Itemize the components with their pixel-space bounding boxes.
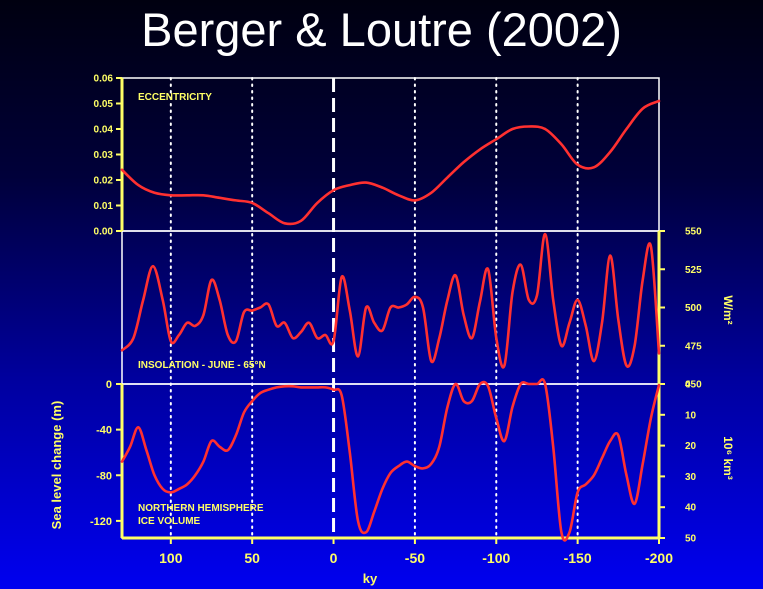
ice-volume-ytick-label: 10: [685, 410, 697, 421]
sea-level-ytick-label: -40: [96, 425, 112, 437]
insolation-ytick-label: 550: [685, 227, 702, 238]
insolation-title: INSOLATION - JUNE - 65°N: [138, 360, 266, 371]
ice-volume-series-line: [120, 378, 661, 542]
insolation-ylabel: W/m²: [721, 295, 735, 324]
eccentricity-ytick-label: 0.06: [94, 74, 114, 85]
ice-volume-ylabel: 10⁶ km³: [721, 436, 735, 480]
sea-level-ytick-label: -120: [90, 516, 112, 528]
ice-volume-ytick-label: 50: [685, 534, 697, 545]
ice-volume-ytick-label: 20: [685, 441, 697, 452]
x-tick-label: -200: [645, 550, 673, 566]
x-tick-label: -50: [405, 550, 425, 566]
insolation-series-line: [120, 232, 661, 369]
eccentricity-ytick-label: 0.03: [94, 150, 114, 161]
x-tick-label: -150: [564, 550, 592, 566]
ice-volume-ytick-label: 40: [685, 503, 697, 514]
eccentricity-ytick-label: 0.04: [94, 125, 114, 136]
eccentricity-series-line: [120, 99, 661, 226]
slide-title: Berger & Loutre (2002): [141, 3, 622, 56]
insolation-ytick-label: 500: [685, 303, 702, 314]
ice-volume-title-line-2: ICE VOLUME: [138, 516, 201, 527]
x-tick-label: 100: [159, 550, 183, 566]
sea-level-ylabel: Sea level change (m): [49, 401, 64, 530]
x-axis-label: ky: [363, 571, 378, 586]
insolation-ytick-label: 450: [685, 380, 702, 391]
ice-volume-ytick-label: 0: [685, 380, 691, 391]
insolation-ytick-label: 475: [685, 341, 702, 352]
sea-level-ytick-label: -80: [96, 470, 112, 482]
eccentricity-ytick-label: 0.01: [94, 201, 114, 212]
eccentricity-ytick-label: 0.05: [94, 99, 114, 110]
ice-volume-title-line-1: NORTHERN HEMISPHERE: [138, 503, 264, 514]
eccentricity-title: ECCENTRICITY: [138, 92, 212, 103]
x-tick-label: -100: [482, 550, 510, 566]
sea-level-ytick-label: 0: [106, 379, 112, 391]
eccentricity-ytick-label: 0.00: [94, 227, 114, 238]
ice-volume-ytick-label: 30: [685, 472, 697, 483]
x-tick-label: 0: [330, 550, 338, 566]
eccentricity-ytick-label: 0.02: [94, 176, 114, 187]
x-tick-label: 50: [244, 550, 260, 566]
insolation-ytick-label: 525: [685, 265, 702, 276]
